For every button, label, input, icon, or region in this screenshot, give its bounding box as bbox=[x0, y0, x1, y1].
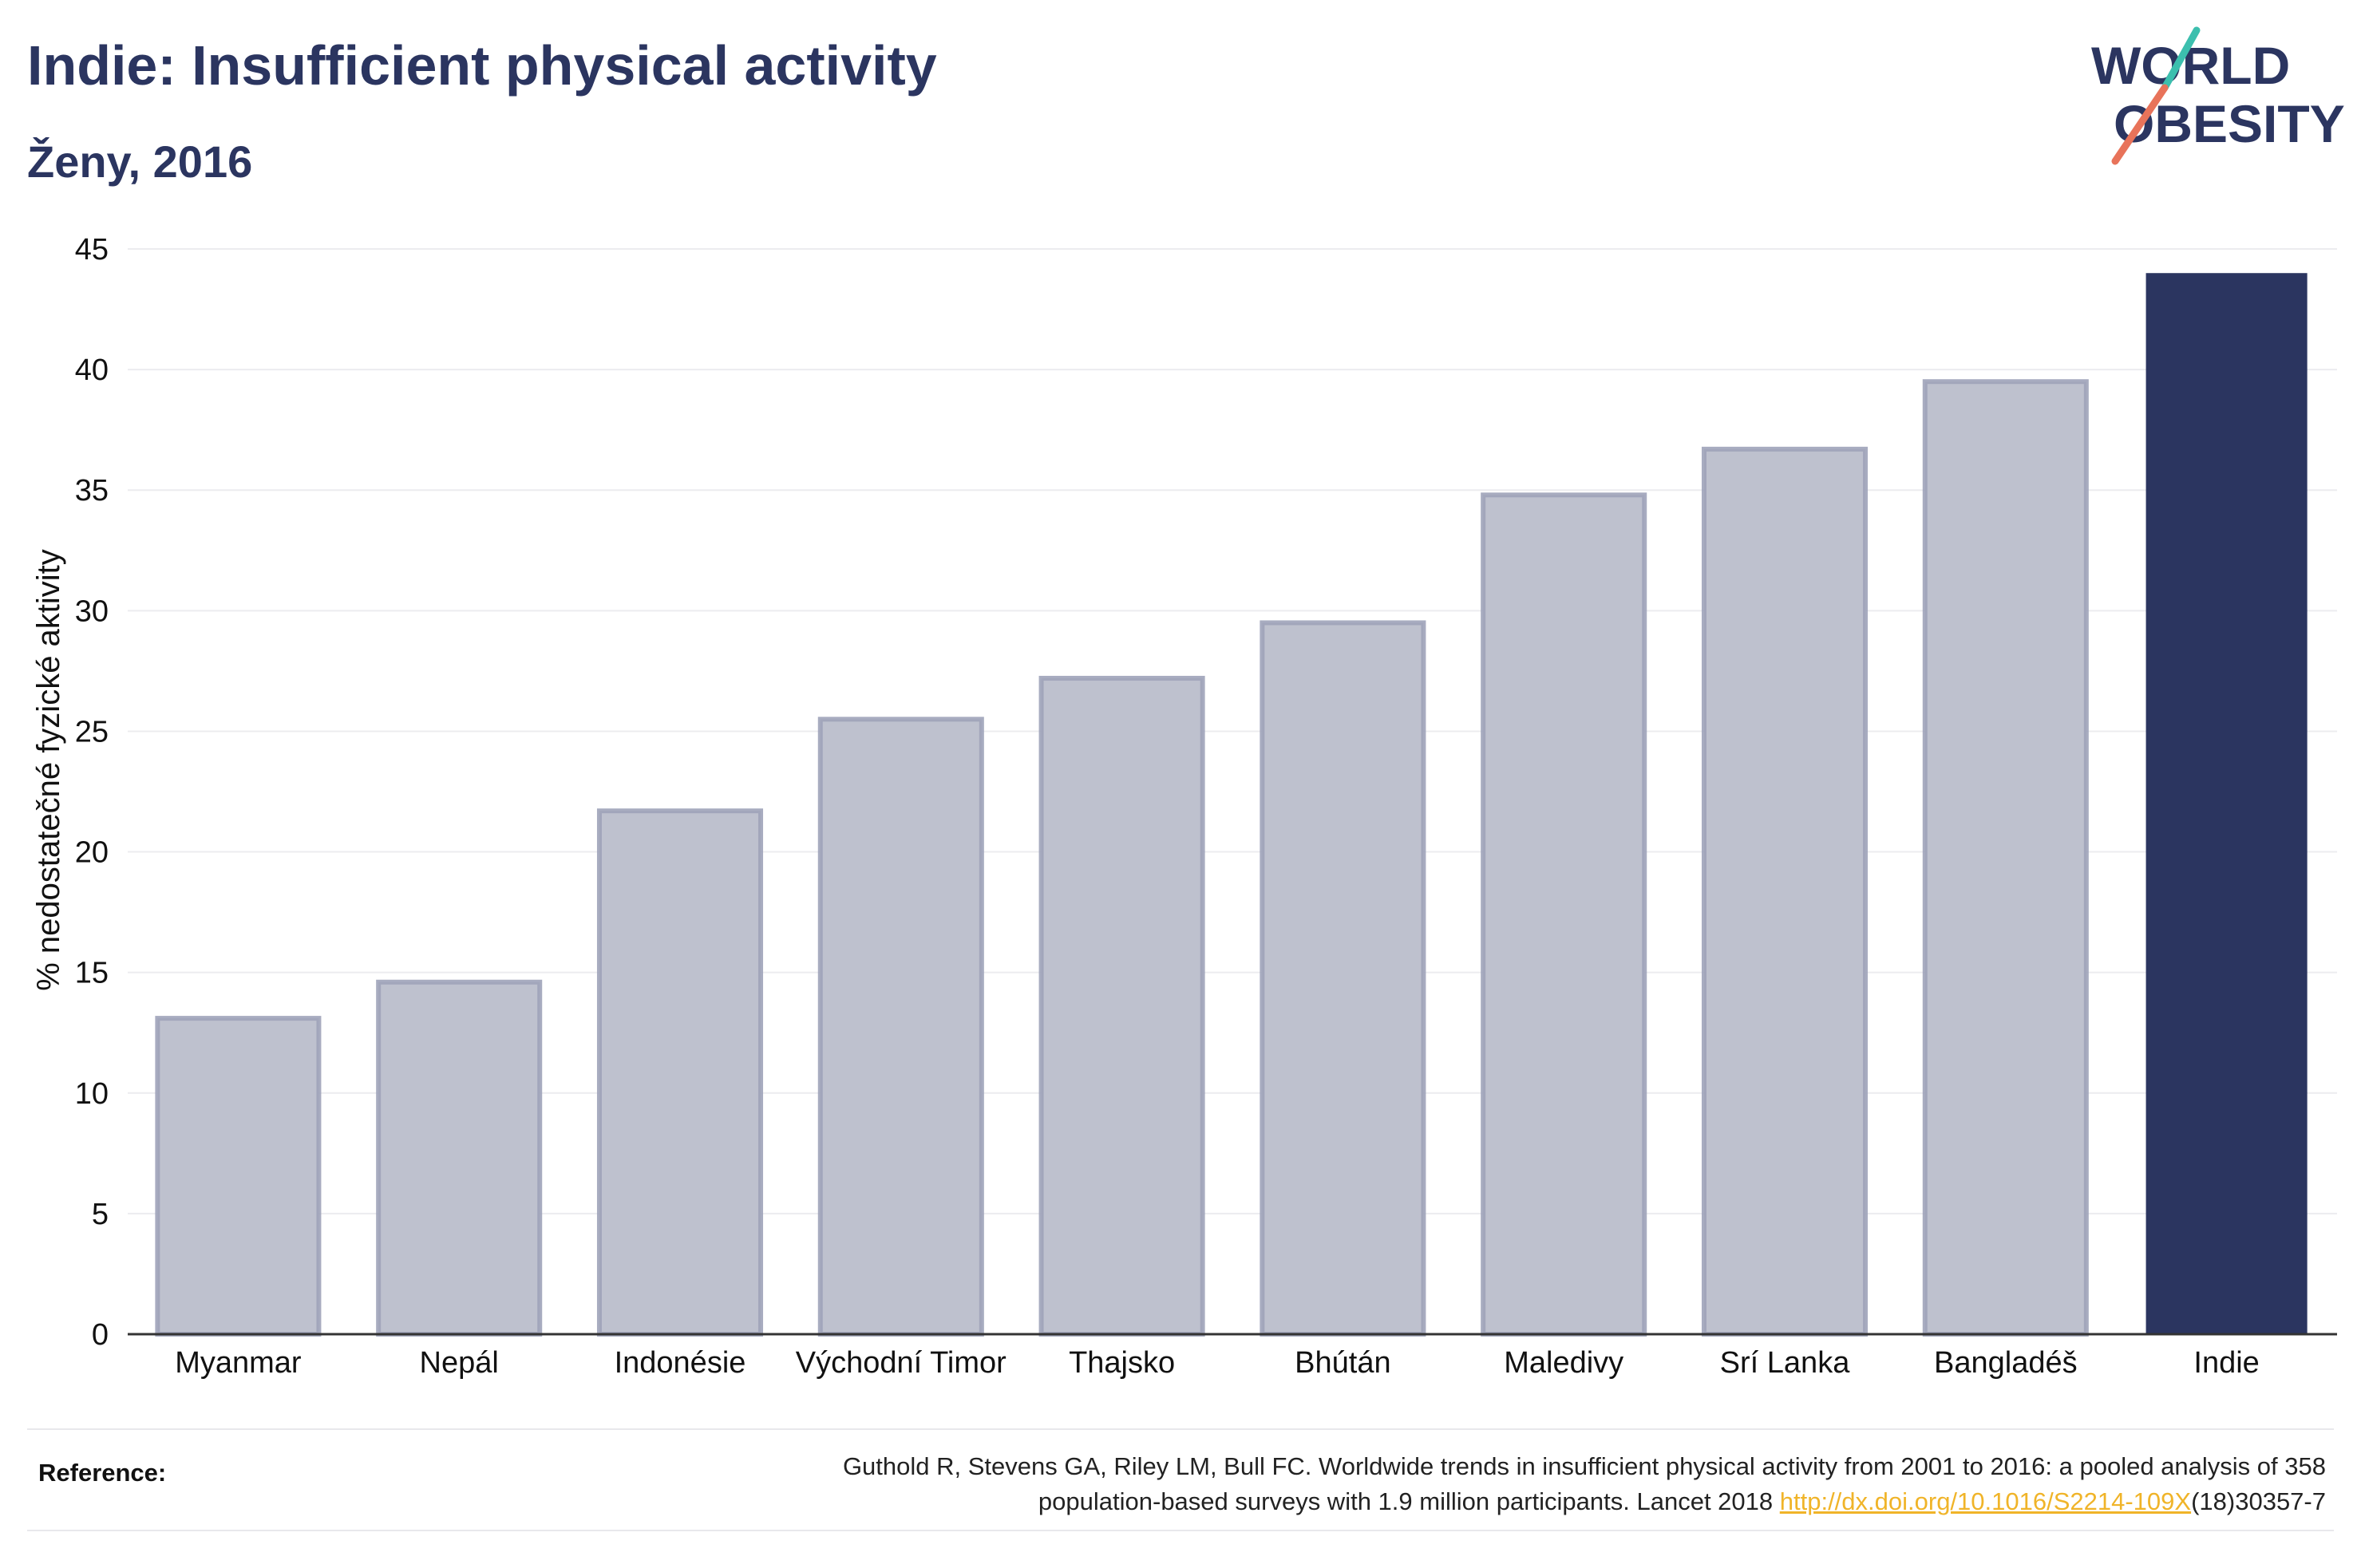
reference-line-1: Guthold R, Stevens GA, Riley LM, Bull FC… bbox=[842, 1452, 2326, 1480]
bar bbox=[596, 808, 764, 1337]
x-tick-label: Nepál bbox=[420, 1346, 499, 1380]
bar bbox=[1260, 620, 1426, 1337]
x-tick-label: Srí Lanka bbox=[1720, 1346, 1851, 1380]
logo-slash-coral bbox=[2111, 84, 2169, 165]
bar bbox=[155, 1016, 322, 1337]
bar bbox=[376, 979, 543, 1337]
y-tick-label: 30 bbox=[75, 594, 109, 628]
x-tick-label: Myanmar bbox=[175, 1346, 302, 1380]
axes: 0 5 10 15 20 25 30 35 40 45 Myanmar Nepál Indonésie V… bbox=[75, 233, 2337, 1380]
reference-citation: Guthold R, Stevens GA, Riley LM, Bull FC… bbox=[490, 1449, 2326, 1519]
x-tick-label: Thajsko bbox=[1069, 1346, 1175, 1380]
x-tick-label: Bhútán bbox=[1295, 1346, 1390, 1380]
y-tick-label: 35 bbox=[75, 474, 109, 508]
reference-block: Reference: Guthold R, Stevens GA, Riley … bbox=[27, 1428, 2334, 1531]
y-tick-label: 10 bbox=[75, 1077, 109, 1111]
y-tick-label: 25 bbox=[75, 715, 109, 748]
y-tick-label: 40 bbox=[75, 353, 109, 387]
bar bbox=[1701, 446, 1869, 1337]
bar bbox=[1922, 379, 2089, 1337]
reference-doi-link[interactable]: http://dx.doi.org/10.1016/S2214-109X bbox=[1779, 1487, 2192, 1515]
y-tick-label: 5 bbox=[92, 1198, 109, 1231]
chart-subtitle: Ženy, 2016 bbox=[27, 136, 253, 187]
reference-line-2-prefix: population-based surveys with 1.9 millio… bbox=[1038, 1487, 1780, 1515]
logo-slash-teal bbox=[2161, 26, 2201, 92]
x-tick-label: Bangladéš bbox=[1934, 1346, 2078, 1380]
reference-line-2-suffix: (18)30357-7 bbox=[2191, 1487, 2326, 1515]
y-axis-label: % nedostatečné fyzické aktivity bbox=[31, 549, 66, 991]
x-tick-label: Indie bbox=[2193, 1346, 2259, 1380]
y-tick-label: 45 bbox=[75, 233, 109, 267]
bar bbox=[1038, 675, 1205, 1337]
x-tick-label: Indonésie bbox=[615, 1346, 746, 1380]
reference-label: Reference: bbox=[38, 1459, 167, 1487]
y-tick-label: 15 bbox=[75, 957, 109, 990]
bar bbox=[1481, 492, 1647, 1337]
bar bbox=[817, 717, 984, 1337]
bar-highlight bbox=[2145, 273, 2308, 1335]
x-tick-label: Východní Timor bbox=[796, 1346, 1006, 1380]
bars bbox=[155, 273, 2308, 1337]
y-tick-label: 20 bbox=[75, 836, 109, 870]
world-obesity-logo: WORLD OBESITY bbox=[2091, 26, 2345, 165]
chart-title: Indie: Insufficient physical activity bbox=[27, 34, 937, 97]
bar-chart: 0 5 10 15 20 25 30 35 40 45 Myanmar Nepál Indonésie V… bbox=[31, 233, 2337, 1380]
y-tick-label: 0 bbox=[92, 1318, 109, 1352]
x-tick-label: Maledivy bbox=[1504, 1346, 1623, 1380]
